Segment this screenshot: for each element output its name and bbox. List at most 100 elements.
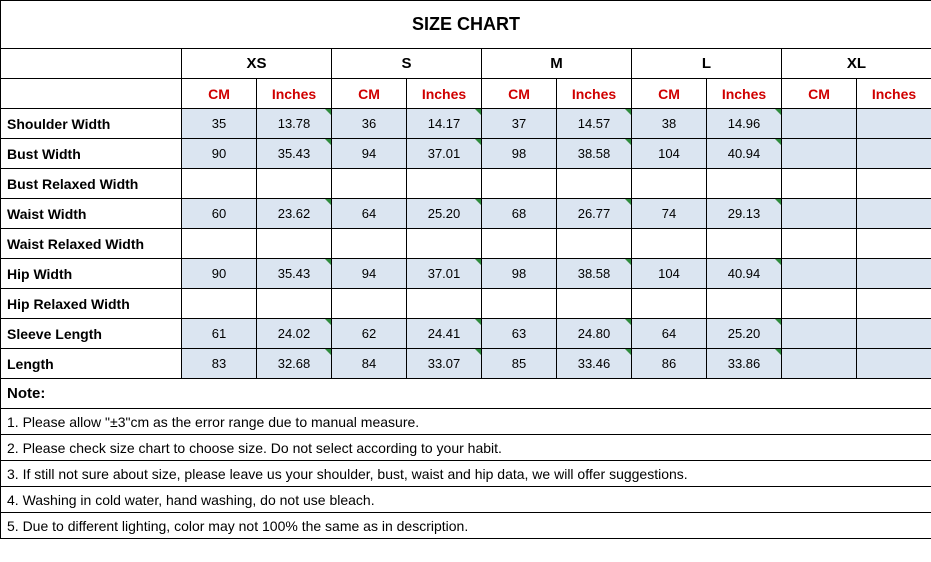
data-cell <box>857 169 931 199</box>
data-cell: 90 <box>182 139 257 169</box>
data-cell: 13.78 <box>257 109 332 139</box>
chart-title: SIZE CHART <box>1 1 931 49</box>
empty-corner <box>1 49 182 79</box>
table-row: Waist Relaxed Width <box>1 229 931 259</box>
data-cell: 26.77 <box>557 199 632 229</box>
data-cell <box>707 289 782 319</box>
data-cell: 32.68 <box>257 349 332 379</box>
data-cell <box>782 199 857 229</box>
data-cell <box>332 169 407 199</box>
size-col-l: L <box>632 49 782 79</box>
data-cell: 86 <box>632 349 707 379</box>
data-cell: 90 <box>182 259 257 289</box>
data-cell: 35 <box>182 109 257 139</box>
data-cell <box>857 109 931 139</box>
row-label: Bust Width <box>1 139 182 169</box>
data-cell: 62 <box>332 319 407 349</box>
data-cell: 25.20 <box>707 319 782 349</box>
data-cell <box>182 169 257 199</box>
data-cell <box>257 229 332 259</box>
data-cell <box>332 289 407 319</box>
data-cell: 24.41 <box>407 319 482 349</box>
unit-inches: Inches <box>407 79 482 109</box>
row-label: Length <box>1 349 182 379</box>
row-label: Shoulder Width <box>1 109 182 139</box>
data-cell <box>782 229 857 259</box>
data-cell: 24.80 <box>557 319 632 349</box>
unit-inches: Inches <box>257 79 332 109</box>
size-col-xs: XS <box>182 49 332 79</box>
data-cell: 38 <box>632 109 707 139</box>
row-label: Waist Relaxed Width <box>1 229 182 259</box>
data-cell: 63 <box>482 319 557 349</box>
data-cell: 33.86 <box>707 349 782 379</box>
data-cell <box>482 229 557 259</box>
empty-unit-corner <box>1 79 182 109</box>
unit-cm: CM <box>182 79 257 109</box>
data-cell <box>632 289 707 319</box>
data-cell <box>482 169 557 199</box>
table-row: Hip Relaxed Width <box>1 289 931 319</box>
data-cell: 14.17 <box>407 109 482 139</box>
unit-inches: Inches <box>557 79 632 109</box>
row-label: Hip Width <box>1 259 182 289</box>
data-cell <box>782 259 857 289</box>
data-cell <box>482 289 557 319</box>
data-cell: 14.57 <box>557 109 632 139</box>
row-label: Bust Relaxed Width <box>1 169 182 199</box>
table-row: Shoulder Width3513.783614.173714.573814.… <box>1 109 931 139</box>
data-cell <box>557 229 632 259</box>
data-cell: 40.94 <box>707 259 782 289</box>
unit-cm: CM <box>782 79 857 109</box>
row-label: Hip Relaxed Width <box>1 289 182 319</box>
data-cell: 74 <box>632 199 707 229</box>
data-cell <box>182 229 257 259</box>
data-cell: 94 <box>332 139 407 169</box>
data-cell <box>782 139 857 169</box>
unit-inches: Inches <box>707 79 782 109</box>
data-cell: 40.94 <box>707 139 782 169</box>
size-chart-table: SIZE CHART XS S M L XL CM Inches CM Inch… <box>0 0 931 539</box>
data-cell <box>257 289 332 319</box>
data-cell <box>782 289 857 319</box>
data-cell: 38.58 <box>557 259 632 289</box>
size-col-xl: XL <box>782 49 931 79</box>
data-cell: 64 <box>332 199 407 229</box>
unit-cm: CM <box>332 79 407 109</box>
data-cell: 29.13 <box>707 199 782 229</box>
data-cell: 33.07 <box>407 349 482 379</box>
data-cell: 84 <box>332 349 407 379</box>
data-cell: 35.43 <box>257 139 332 169</box>
note-line: 5. Due to different lighting, color may … <box>1 513 931 539</box>
unit-header-row: CM Inches CM Inches CM Inches CM Inches … <box>1 79 931 109</box>
table-row: Bust Relaxed Width <box>1 169 931 199</box>
row-label: Waist Width <box>1 199 182 229</box>
table-row: Length8332.688433.078533.468633.86 <box>1 349 931 379</box>
data-cell <box>857 259 931 289</box>
note-line: 1. Please allow "±3"cm as the error rang… <box>1 409 931 435</box>
data-cell: 24.02 <box>257 319 332 349</box>
table-row: Sleeve Length6124.026224.416324.806425.2… <box>1 319 931 349</box>
note-line: 4. Washing in cold water, hand washing, … <box>1 487 931 513</box>
data-cell: 85 <box>482 349 557 379</box>
data-cell <box>257 169 332 199</box>
data-cell <box>182 289 257 319</box>
note-title: Note: <box>1 379 931 409</box>
data-cell <box>557 289 632 319</box>
data-cell <box>407 169 482 199</box>
table-row: Waist Width6023.626425.206826.777429.13 <box>1 199 931 229</box>
data-cell: 38.58 <box>557 139 632 169</box>
data-cell <box>557 169 632 199</box>
note-line: 2. Please check size chart to choose siz… <box>1 435 931 461</box>
data-cell <box>857 319 931 349</box>
data-cell <box>857 229 931 259</box>
data-cell: 36 <box>332 109 407 139</box>
data-cell: 35.43 <box>257 259 332 289</box>
data-cell: 25.20 <box>407 199 482 229</box>
data-cell <box>632 229 707 259</box>
data-cell: 37.01 <box>407 139 482 169</box>
data-cell <box>782 349 857 379</box>
data-cell: 23.62 <box>257 199 332 229</box>
row-label: Sleeve Length <box>1 319 182 349</box>
unit-cm: CM <box>482 79 557 109</box>
